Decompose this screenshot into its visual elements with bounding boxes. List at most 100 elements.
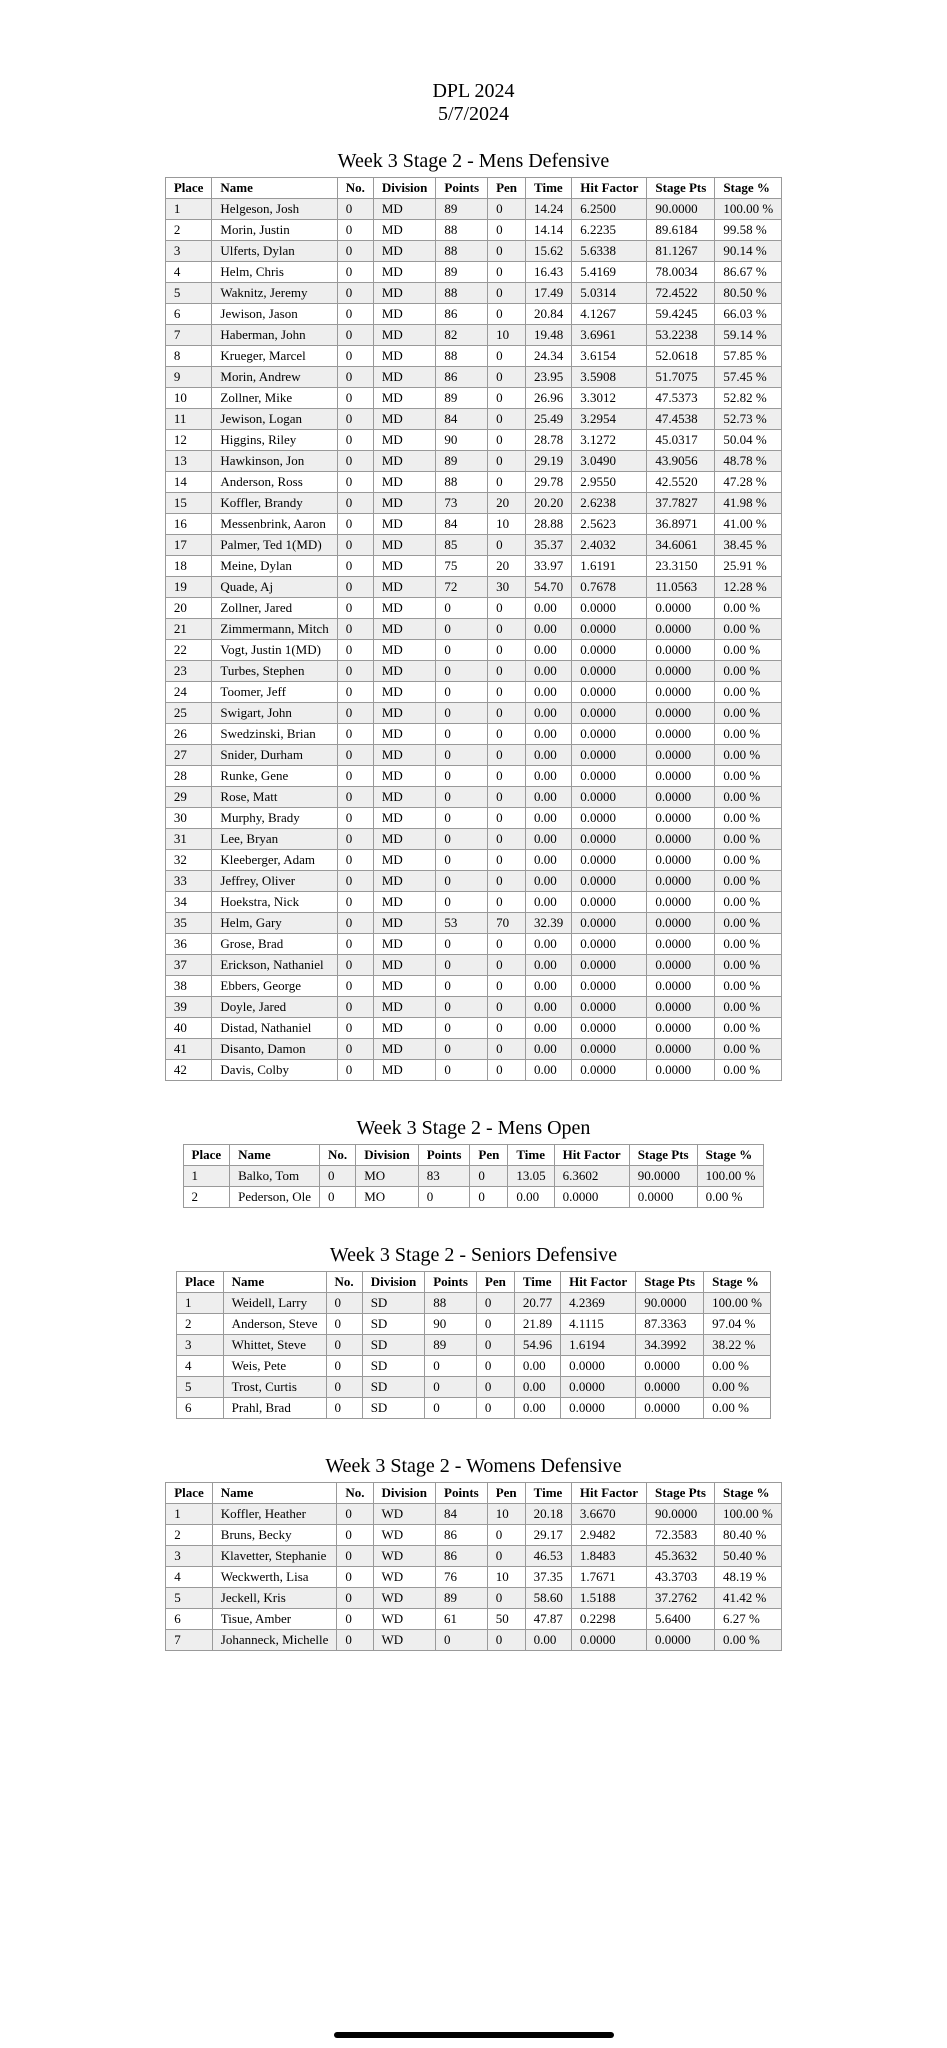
table-cell: Whittet, Steve: [223, 1335, 326, 1356]
table-cell: 57.85 %: [715, 346, 782, 367]
table-cell: 0: [337, 1630, 373, 1651]
table-cell: 0.00: [526, 703, 572, 724]
table-cell: 0.0000: [572, 619, 647, 640]
table-row: 7Johanneck, Michelle0WD000.000.00000.000…: [166, 1630, 782, 1651]
table-cell: 73: [436, 493, 488, 514]
table-cell: MD: [373, 682, 436, 703]
table-cell: 20.77: [514, 1293, 560, 1314]
table-row: 19Quade, Aj0MD723054.700.767811.056312.2…: [165, 577, 781, 598]
table-cell: 0.00: [526, 955, 572, 976]
table-cell: Higgins, Riley: [212, 430, 337, 451]
table-row: 29Rose, Matt0MD000.000.00000.00000.00 %: [165, 787, 781, 808]
table-cell: 5: [177, 1377, 224, 1398]
table-row: 6Prahl, Brad0SD000.000.00000.00000.00 %: [177, 1398, 771, 1419]
table-row: 22Vogt, Justin 1(MD)0MD000.000.00000.000…: [165, 640, 781, 661]
table-cell: 3: [165, 241, 212, 262]
table-cell: 51.7075: [647, 367, 715, 388]
table-cell: MD: [373, 388, 436, 409]
table-cell: 3: [166, 1546, 213, 1567]
table-cell: 1.5188: [571, 1588, 646, 1609]
table-row: 42Davis, Colby0MD000.000.00000.00000.00 …: [165, 1060, 781, 1081]
table-cell: 0.0000: [572, 871, 647, 892]
table-cell: MD: [373, 745, 436, 766]
table-cell: 0.00: [526, 1060, 572, 1081]
table-row: 1Koffler, Heather0WD841020.183.667090.00…: [166, 1504, 782, 1525]
table-cell: 41.00 %: [715, 514, 782, 535]
table-row: 2Pederson, Ole0MO000.000.00000.00000.00 …: [183, 1187, 764, 1208]
table-cell: 0: [488, 745, 526, 766]
table-cell: 0: [436, 766, 488, 787]
table-cell: 89: [436, 199, 488, 220]
column-header: Hit Factor: [561, 1272, 636, 1293]
table-cell: 0: [337, 304, 373, 325]
table-cell: 43.9056: [647, 451, 715, 472]
table-cell: 0: [488, 892, 526, 913]
table-cell: SD: [362, 1398, 425, 1419]
column-header: Name: [223, 1272, 326, 1293]
column-header: Stage Pts: [629, 1145, 697, 1166]
section-title: Week 3 Stage 2 - Seniors Defensive: [34, 1244, 914, 1267]
table-cell: Quade, Aj: [212, 577, 337, 598]
table-cell: 0: [487, 1588, 525, 1609]
table-cell: 10: [487, 1504, 525, 1525]
column-header: Division: [362, 1272, 425, 1293]
table-row: 24Toomer, Jeff0MD000.000.00000.00000.00 …: [165, 682, 781, 703]
table-cell: 0: [436, 703, 488, 724]
table-cell: 4.2369: [561, 1293, 636, 1314]
table-cell: MD: [373, 283, 436, 304]
table-cell: 0: [320, 1187, 356, 1208]
table-cell: 0: [337, 1018, 373, 1039]
table-cell: 0: [436, 934, 488, 955]
table-cell: Meine, Dylan: [212, 556, 337, 577]
table-cell: Messenbrink, Aaron: [212, 514, 337, 535]
table-cell: Koffler, Heather: [212, 1504, 337, 1525]
table-cell: 3.0490: [572, 451, 647, 472]
results-table: PlaceNameNo.DivisionPointsPenTimeHit Fac…: [183, 1144, 765, 1208]
table-cell: 13.05: [508, 1166, 554, 1187]
section-title: Week 3 Stage 2 - Mens Defensive: [34, 150, 914, 173]
table-cell: MD: [373, 661, 436, 682]
table-cell: 0.00: [525, 1630, 571, 1651]
table-cell: 0: [337, 241, 373, 262]
table-cell: 0.0000: [572, 913, 647, 934]
table-cell: MD: [373, 493, 436, 514]
table-cell: MD: [373, 346, 436, 367]
table-cell: 22: [165, 640, 212, 661]
table-cell: 14.14: [526, 220, 572, 241]
table-cell: 0: [337, 913, 373, 934]
table-cell: 0: [488, 220, 526, 241]
column-header: Stage Pts: [636, 1272, 704, 1293]
table-cell: 0.0000: [647, 682, 715, 703]
table-cell: 89: [436, 262, 488, 283]
table-cell: Vogt, Justin 1(MD): [212, 640, 337, 661]
table-cell: 0: [436, 829, 488, 850]
table-cell: Anderson, Ross: [212, 472, 337, 493]
table-cell: 3.6670: [571, 1504, 646, 1525]
table-cell: 86: [436, 304, 488, 325]
table-cell: 0: [337, 430, 373, 451]
table-cell: 0: [488, 682, 526, 703]
table-cell: 18: [165, 556, 212, 577]
table-cell: Davis, Colby: [212, 1060, 337, 1081]
table-cell: 2.9482: [571, 1525, 646, 1546]
table-cell: 0.00: [508, 1187, 554, 1208]
table-cell: 0: [337, 787, 373, 808]
table-cell: 0: [488, 199, 526, 220]
table-cell: 81.1267: [647, 241, 715, 262]
table-row: 2Anderson, Steve0SD90021.894.111587.3363…: [177, 1314, 771, 1335]
table-cell: 0: [436, 745, 488, 766]
table-cell: 0.0000: [572, 997, 647, 1018]
column-header: Time: [514, 1272, 560, 1293]
table-cell: 90.0000: [647, 199, 715, 220]
table-cell: 0.0000: [647, 976, 715, 997]
table-cell: 38.45 %: [715, 535, 782, 556]
table-cell: 9: [165, 367, 212, 388]
column-header: Stage %: [714, 1483, 781, 1504]
table-cell: MD: [373, 241, 436, 262]
table-cell: 0: [488, 1039, 526, 1060]
table-cell: 0.0000: [561, 1398, 636, 1419]
table-cell: 0: [470, 1187, 508, 1208]
table-cell: 0: [337, 535, 373, 556]
table-cell: 90: [425, 1314, 477, 1335]
table-cell: MD: [373, 304, 436, 325]
